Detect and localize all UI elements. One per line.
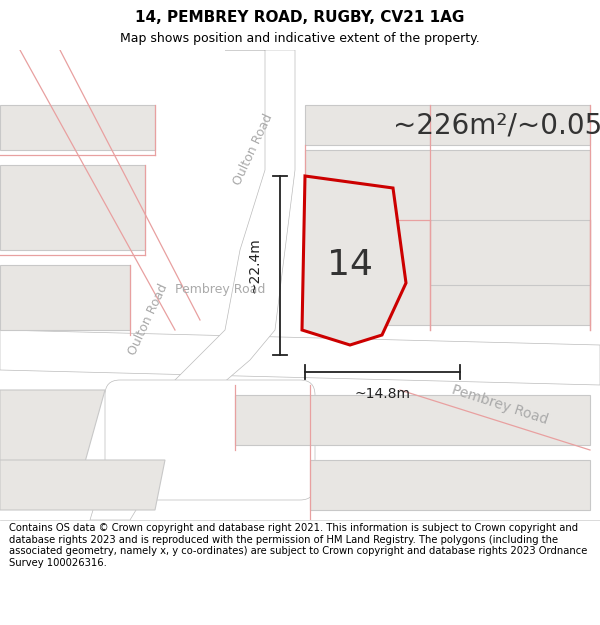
- Polygon shape: [0, 265, 130, 330]
- Text: 14, PEMBREY ROAD, RUGBY, CV21 1AG: 14, PEMBREY ROAD, RUGBY, CV21 1AG: [136, 10, 464, 25]
- Polygon shape: [90, 50, 295, 520]
- Text: Oulton Road: Oulton Road: [231, 112, 275, 188]
- Text: Contains OS data © Crown copyright and database right 2021. This information is : Contains OS data © Crown copyright and d…: [9, 523, 587, 568]
- Polygon shape: [235, 395, 590, 445]
- Text: 14: 14: [327, 248, 373, 282]
- Polygon shape: [310, 460, 590, 510]
- Polygon shape: [0, 330, 600, 385]
- Text: ~22.4m: ~22.4m: [248, 238, 262, 293]
- Polygon shape: [0, 390, 105, 480]
- Polygon shape: [305, 105, 430, 145]
- Polygon shape: [430, 105, 590, 145]
- Polygon shape: [305, 150, 590, 325]
- Polygon shape: [430, 220, 590, 285]
- Polygon shape: [0, 460, 165, 510]
- Text: Pembrey Road: Pembrey Road: [175, 284, 265, 296]
- Text: ~14.8m: ~14.8m: [355, 387, 410, 401]
- Text: ~226m²/~0.056ac.: ~226m²/~0.056ac.: [393, 111, 600, 139]
- FancyBboxPatch shape: [105, 380, 315, 500]
- Text: Pembrey Road: Pembrey Road: [450, 383, 550, 427]
- Text: Oulton Road: Oulton Road: [126, 282, 170, 357]
- Polygon shape: [0, 105, 155, 150]
- Polygon shape: [302, 176, 406, 345]
- Text: Map shows position and indicative extent of the property.: Map shows position and indicative extent…: [120, 32, 480, 45]
- Polygon shape: [0, 165, 145, 250]
